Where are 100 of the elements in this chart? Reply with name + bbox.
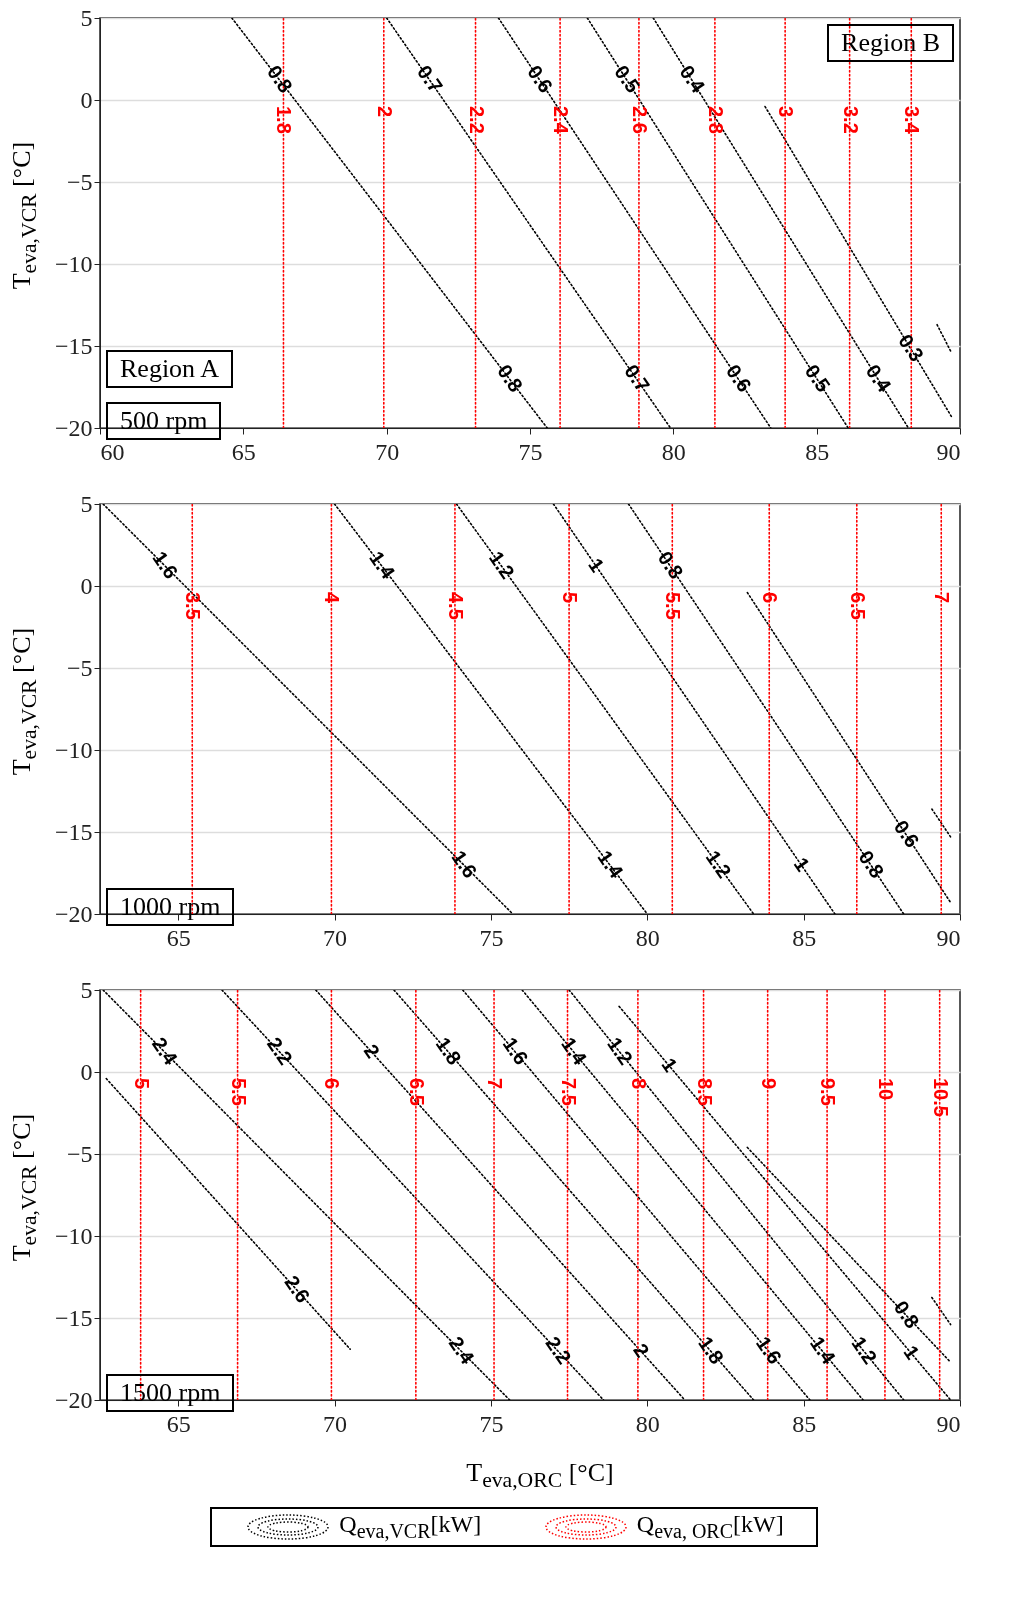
text: 2.4 [550,106,573,135]
y-tick-label: −5 [66,168,93,195]
text: 0.7 [620,360,655,396]
text: 5.5 [662,592,685,620]
y-tick-label: 5 [80,490,93,517]
x-tick-label: 85 [805,438,830,465]
text: 1.8 [694,1332,729,1368]
x-tick-label: 65 [166,1410,191,1437]
text: 6 [759,592,782,604]
y-tick-label: 5 [80,4,93,31]
text: 10.5 [929,1078,952,1117]
y-tick-label: 0 [80,1058,93,1085]
text: 3.4 [901,106,924,135]
text: 5 [559,592,582,604]
x-tick-label: 60 [100,438,125,465]
text: 1.8 [273,106,296,134]
y-tick-label: −15 [54,1304,93,1331]
y-tick-label: −10 [54,250,93,277]
text: 2.2 [541,1332,576,1368]
text: 5.5 [227,1078,250,1106]
text: 6.5 [846,592,869,620]
y-tick-label: −15 [54,332,93,359]
annotation: 1000 rpm [106,888,235,926]
y-tick-label: −20 [54,1386,93,1413]
text: 0.6 [889,816,924,852]
text: 2.4 [147,1033,182,1069]
text: 1.2 [603,1033,638,1069]
text: 2 [373,106,396,118]
text: 2.6 [628,106,651,134]
y-tick-label: −15 [54,818,93,845]
text: 6 [321,1078,344,1090]
x-tick-label: 70 [375,438,400,465]
annotation: 500 rpm [106,402,222,440]
text: 1.6 [148,547,183,583]
text: 1.2 [484,547,519,583]
text: 0.8 [889,1296,924,1333]
text: 0.4 [861,360,896,396]
text: 7.5 [557,1078,580,1106]
x-tick-label: 90 [936,1410,961,1437]
text: 1.6 [447,846,482,882]
text: 1.4 [365,547,400,583]
text: 1.2 [701,846,736,882]
text: 9.5 [817,1078,840,1106]
text: 0.3 [894,330,929,366]
y-tick-label: −10 [54,1222,93,1249]
x-tick-label: 70 [323,1410,348,1437]
text: 2.2 [465,106,488,134]
text: 3.2 [839,106,862,134]
text: 0.5 [610,61,645,97]
text: 3 [775,106,798,118]
text: 4.5 [444,592,467,620]
text: 10 [874,1078,897,1101]
text: 1 [657,1054,682,1076]
x-tick-label: 65 [166,924,191,951]
y-tick-label: −20 [54,414,93,441]
text: 2 [629,1339,654,1362]
x-tick-label: 90 [936,438,961,465]
y-tick-label: 5 [80,976,93,1003]
text: 2.2 [263,1033,297,1069]
x-tick-label: 85 [792,924,817,951]
text: 3.5 [182,592,205,620]
text: 0.6 [523,61,558,97]
text: 1 [789,853,815,876]
text: 2.6 [280,1271,315,1307]
y-tick-label: −20 [54,900,93,927]
x-tick-label: 80 [661,438,686,465]
text: 1.8 [431,1033,466,1069]
annotation: Region A [106,350,233,388]
text: 1.6 [752,1332,787,1368]
text: 1.2 [847,1332,882,1368]
x-tick-label: 80 [635,1410,660,1437]
x-tick-label: 85 [792,1410,817,1437]
y-tick-label: −5 [66,654,93,681]
text: 8.5 [693,1078,716,1106]
x-axis-title: T$_{eva,ORC}$ [°C] [465,1458,615,1494]
text: 0.6 [721,360,756,396]
x-tick-label: 75 [479,1410,504,1437]
x-tick-label: 65 [231,438,256,465]
text: 4 [321,592,344,604]
text: 7 [931,592,954,604]
x-tick-label: 75 [518,438,543,465]
y-tick-label: −5 [66,1140,93,1167]
text: 2 [359,1040,385,1062]
text: 8 [627,1078,650,1090]
x-tick-label: 80 [635,924,660,951]
x-tick-label: 90 [936,924,961,951]
text: 1.6 [498,1033,533,1069]
text: 1.4 [593,846,629,883]
text: Q$_{eva,VCR}$[kW] [339,1511,482,1543]
y-tick-label: 0 [80,86,93,113]
text: 2.8 [704,106,727,134]
text: Q$_{eva, ORC}$[kW] [636,1511,784,1543]
text: 0.8 [653,547,688,583]
text: 1 [899,1341,924,1364]
x-tick-label: 70 [323,924,348,951]
text: 1.4 [557,1033,592,1070]
text: 0.8 [493,360,528,396]
text: 0.8 [854,846,889,882]
text: 0.7 [413,61,448,97]
text: 6.5 [405,1078,428,1106]
